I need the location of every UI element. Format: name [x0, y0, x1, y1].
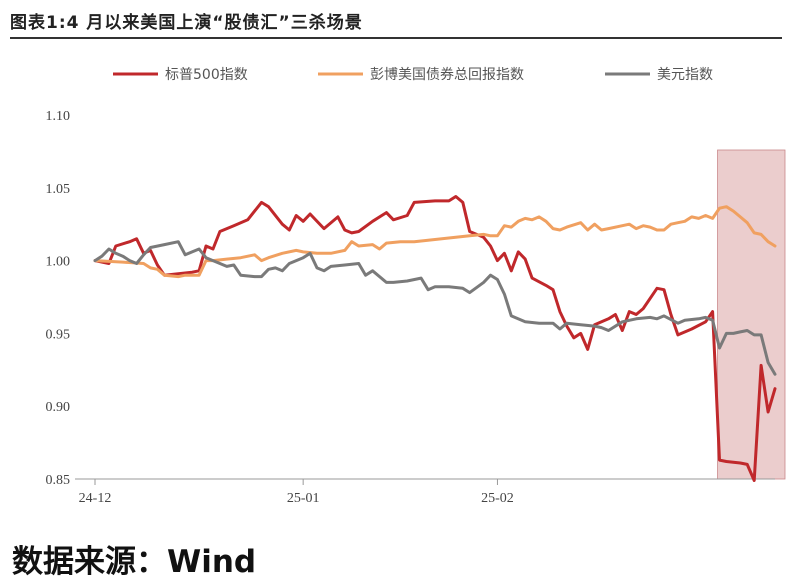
x-tick-label: 25-01: [287, 491, 320, 506]
highlight-region-group: [717, 149, 786, 480]
legend: 标普500指数 彭博美国债券总回报指数 美元指数: [113, 66, 713, 83]
legend-label-3: 美元指数: [657, 67, 713, 83]
axes-group: 1.10 1.05 1.00 0.95 0.90 0.85 24-12 25-01 25-02: [46, 109, 775, 506]
legend-label-2: 彭博美国债券总回报指数: [370, 66, 524, 83]
x-tick-label: 25-02: [481, 491, 514, 506]
source-note: 数据来源：Wind: [12, 544, 257, 580]
figure-title: 图表1:4 月以来美国上演“股债汇”三杀场景: [10, 13, 363, 33]
y-tick-label: 1.05: [46, 182, 71, 197]
series-line-3: [93, 240, 777, 376]
series-group: [93, 195, 777, 482]
series-line-2: [93, 205, 777, 279]
legend-label-1: 标普500指数: [165, 67, 248, 83]
y-tick-label: 0.95: [46, 327, 71, 342]
y-tick-label: 1.10: [46, 109, 71, 124]
title-rule: [10, 37, 782, 39]
highlight-region: [717, 149, 786, 480]
y-tick-label: 0.85: [46, 473, 71, 488]
series-line-1: [93, 195, 777, 482]
y-tick-label: 1.00: [46, 255, 71, 270]
x-tick-label: 24-12: [79, 491, 112, 506]
y-tick-label: 0.90: [46, 400, 71, 415]
